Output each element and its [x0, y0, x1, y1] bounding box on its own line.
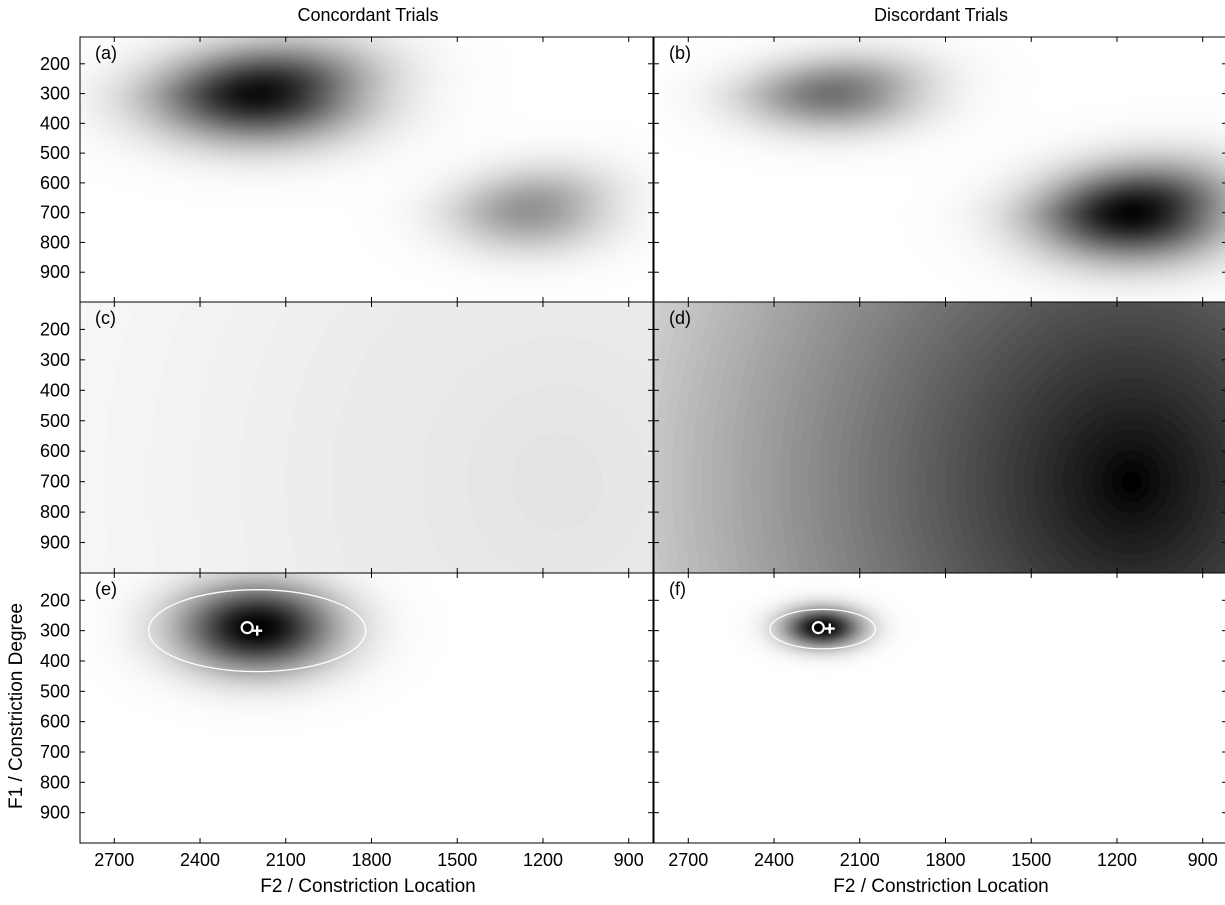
mean-circle-marker	[811, 621, 825, 635]
x-tick-label: 900	[614, 850, 644, 870]
y-axis-label: F1 / Constriction Degree	[6, 603, 27, 809]
x-tick-label: 1800	[351, 850, 391, 870]
y-tick-label: 500	[40, 411, 70, 431]
panel-d: (d)	[653, 301, 1225, 574]
x-axis-label-right: F2 / Constriction Location	[833, 876, 1048, 897]
panel-label: (f)	[669, 579, 686, 599]
x-axis-label-left: F2 / Constriction Location	[260, 876, 475, 897]
column-title-discordant: Discordant Trials	[874, 5, 1008, 25]
density-heatmap-c	[80, 302, 653, 573]
panel-label: (c)	[95, 308, 116, 328]
panel-label: (d)	[669, 308, 691, 328]
y-tick-label: 700	[40, 472, 70, 492]
x-tick-label: 1200	[523, 850, 563, 870]
density-heatmap-f	[654, 573, 1225, 843]
panel-label: (a)	[95, 43, 117, 63]
y-tick-label: 600	[40, 712, 70, 732]
y-tick-label: 600	[40, 173, 70, 193]
y-tick-label: 900	[40, 803, 70, 823]
density-heatmap-b	[654, 37, 1225, 302]
x-tick-label: 1500	[437, 850, 477, 870]
y-tick-label: 200	[40, 54, 70, 74]
panel-c: (c)	[79, 301, 654, 574]
y-tick-label: 400	[40, 651, 70, 671]
x-tick-label: 1200	[1097, 850, 1137, 870]
density-heatmap-d	[654, 302, 1225, 573]
y-tick-label: 300	[40, 350, 70, 370]
density-heatmap-a	[80, 37, 653, 302]
y-tick-label: 300	[40, 84, 70, 104]
y-tick-label: 200	[40, 590, 70, 610]
column-title-concordant: Concordant Trials	[297, 5, 438, 25]
y-tick-label: 200	[40, 319, 70, 339]
ticks-layer: 200 300 400 500 600 700 800 900 200 300 400 500 600 7…	[40, 37, 1225, 870]
y-tick-label: 800	[40, 772, 70, 792]
x-tick-label: 1500	[1011, 850, 1051, 870]
x-tick-label: 2400	[180, 850, 220, 870]
target-plus-marker	[252, 625, 263, 636]
panel-b: (b)	[653, 36, 1225, 303]
x-tick-label: 900	[1188, 850, 1218, 870]
y-tick-label: 900	[40, 262, 70, 282]
y-tick-label: 700	[40, 203, 70, 223]
target-plus-marker	[824, 623, 835, 634]
y-tick-label: 500	[40, 143, 70, 163]
y-tick-label: 800	[40, 502, 70, 522]
panel-e: (e)	[79, 572, 654, 844]
y-tick-label: 300	[40, 621, 70, 641]
y-tick-label: 500	[40, 681, 70, 701]
panel-frame	[653, 572, 1225, 844]
y-tick-label: 900	[40, 533, 70, 553]
confidence-ellipse	[147, 589, 367, 673]
labels-layer: Concordant Trials Discordant Trials F2 /…	[6, 5, 1049, 897]
mean-circle-marker	[240, 621, 254, 635]
panels-layer: (a) (b) (c) (d) (e) (f)	[79, 36, 1225, 844]
panel-frame	[79, 572, 654, 844]
panel-label: (e)	[95, 579, 117, 599]
confidence-ellipse	[769, 608, 877, 650]
x-tick-label: 2100	[840, 850, 880, 870]
panel-a: (a)	[79, 36, 654, 303]
y-tick-label: 400	[40, 380, 70, 400]
x-tick-label: 2400	[754, 850, 794, 870]
x-tick-label: 2700	[94, 850, 134, 870]
panel-f: (f)	[653, 572, 1225, 844]
x-tick-label: 2100	[266, 850, 306, 870]
panel-label: (b)	[669, 43, 691, 63]
y-tick-label: 600	[40, 441, 70, 461]
y-tick-label: 400	[40, 113, 70, 133]
y-tick-label: 700	[40, 742, 70, 762]
x-tick-label: 1800	[925, 850, 965, 870]
y-tick-label: 800	[40, 232, 70, 252]
density-heatmap-e	[80, 573, 653, 843]
x-tick-label: 2700	[668, 850, 708, 870]
